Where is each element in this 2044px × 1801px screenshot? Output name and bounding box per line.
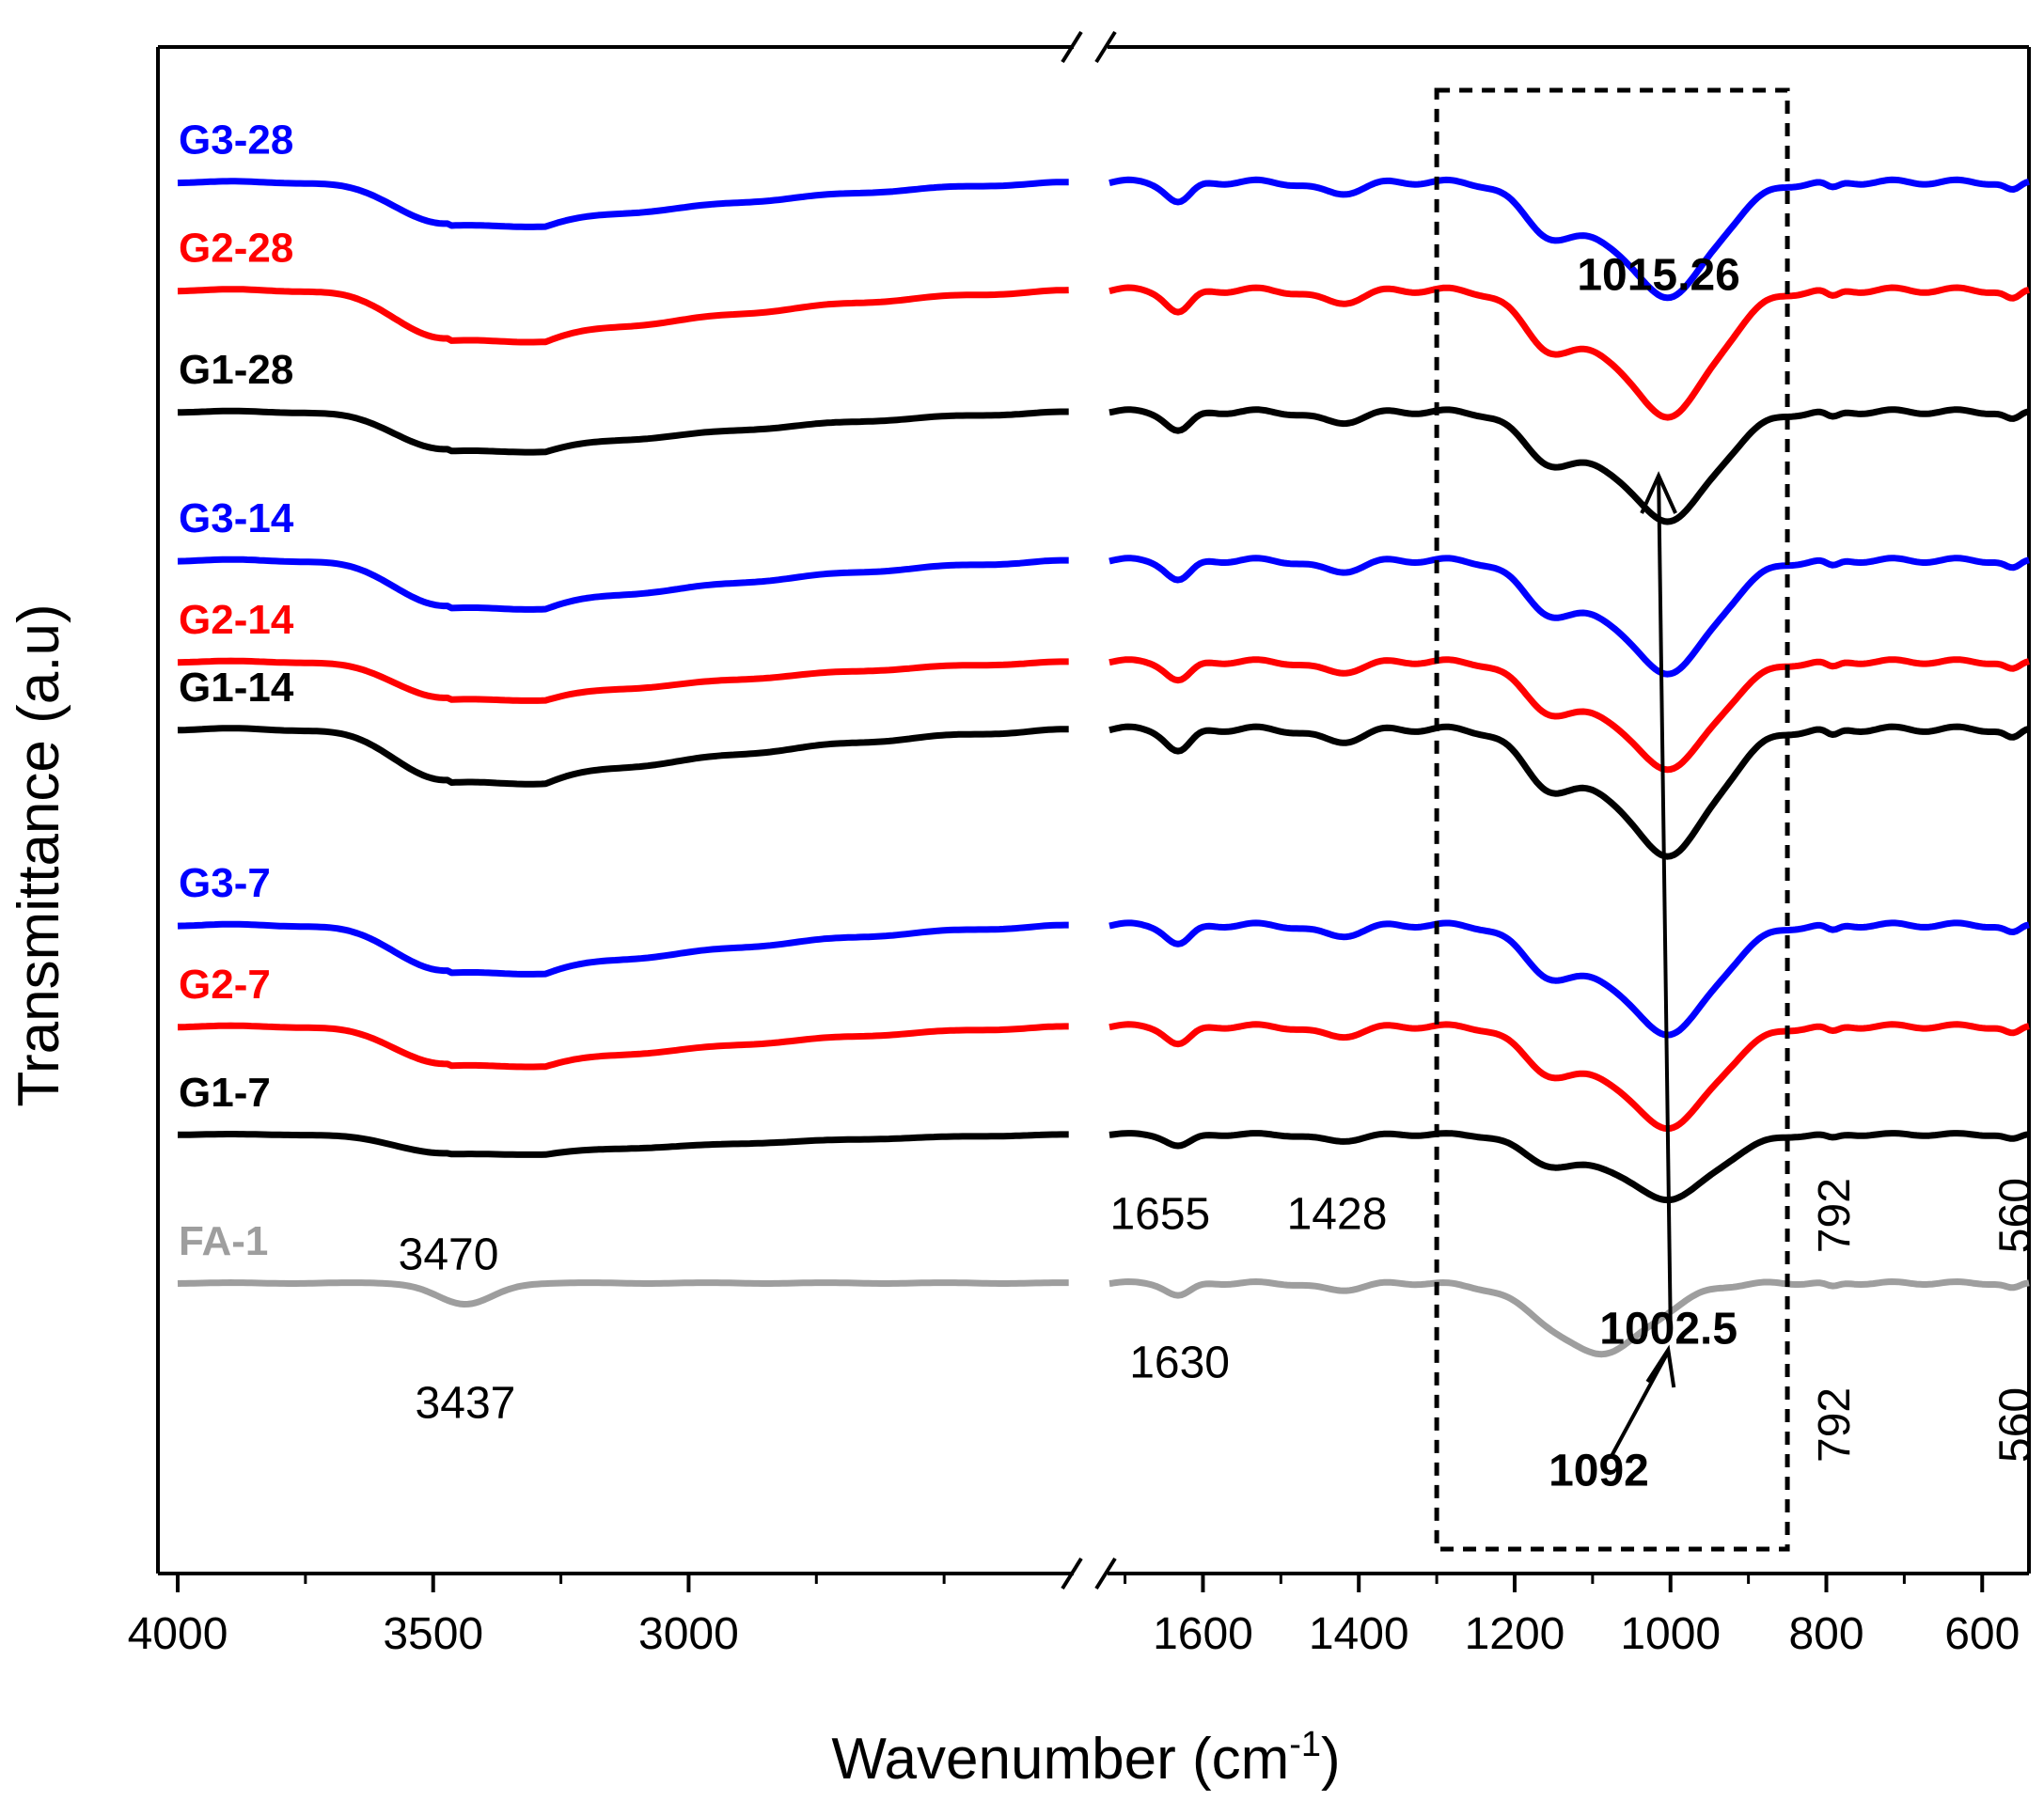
x-tick-label: 3500 — [383, 1609, 483, 1659]
series-line-g3-7-right — [1108, 919, 2030, 1039]
peak-annotation-9: 792 — [1810, 1387, 1860, 1463]
x-axis-title-close: ) — [1321, 1727, 1341, 1792]
x-axis-title: Wavenumber (cm-1) — [831, 1725, 1340, 1792]
peak-annotation-4: 1630 — [1129, 1339, 1230, 1388]
shift-arrow-1 — [1610, 1351, 1671, 1456]
series-line-g1-28-right — [1108, 406, 2030, 525]
axis-break-mark-top-2 — [1094, 30, 1117, 64]
x-tick-label: 1200 — [1465, 1609, 1565, 1659]
peak-annotation-3: 1428 — [1287, 1190, 1388, 1240]
peak-region-box — [1434, 87, 1790, 1552]
highlight-layer — [1434, 87, 1790, 1552]
plot-frame — [156, 30, 2031, 1590]
series-line-g3-14-right — [1108, 555, 2030, 678]
peak-annotation-0: 3470 — [399, 1230, 499, 1280]
series-label-g3-28: G3-28 — [179, 117, 293, 164]
peak-annotation-11: 560 — [1990, 1387, 2040, 1463]
series-label-g1-14: G1-14 — [179, 665, 294, 711]
x-tick-label: 4000 — [128, 1609, 228, 1659]
shift-arrowhead-2 — [1640, 471, 1677, 514]
series-line-g3-28-right — [1108, 176, 2030, 302]
series-label-g1-28: G1-28 — [179, 347, 293, 393]
series-label-g2-28: G2-28 — [179, 226, 293, 272]
peak-annotation-10: 560 — [1990, 1178, 2040, 1253]
series-line-g1-7-right — [1108, 1130, 2030, 1204]
series-line-g2-14-right — [1108, 656, 2030, 774]
x-axis: 4000 3500 3000 1600 1400 1200 1000 800 600 — [128, 1574, 2020, 1659]
shift-arrow-2 — [1657, 475, 1673, 1326]
series-line-g2-14-left — [177, 657, 1069, 704]
peak-annotation-8: 792 — [1810, 1178, 1860, 1253]
x-tick-label: 1000 — [1620, 1609, 1721, 1659]
series-label-g3-7: G3-7 — [179, 860, 271, 906]
x-tick-label: 1400 — [1309, 1609, 1409, 1659]
series-line-g1-14-left — [177, 725, 1069, 788]
series-label-g1-7: G1-7 — [179, 1070, 271, 1116]
series-line-g1-14-right — [1108, 723, 2031, 860]
peak-annotation-6: 1002.5 — [1599, 1305, 1737, 1355]
axis-break-mark-bottom-1 — [1061, 1557, 1083, 1590]
peak-annotation-2: 1655 — [1109, 1190, 1210, 1240]
x-tick-label: 800 — [1788, 1609, 1863, 1659]
x-tick-label: 1600 — [1153, 1609, 1253, 1659]
series-line-g2-7-right — [1108, 1021, 2030, 1133]
series-label-g2-7: G2-7 — [179, 962, 271, 1008]
series-label-layer: G3-28 G2-28 G1-28 G3-14 G2-14 G1-14 G3-7 G2-7 G1… — [179, 117, 294, 1264]
series-line-g3-7-left — [177, 920, 1069, 978]
x-tick-label: 600 — [1944, 1609, 2020, 1659]
axis-break-mark-top-1 — [1061, 30, 1083, 64]
peak-annotation-5: 1015.26 — [1577, 251, 1740, 301]
x-tick-label: 3000 — [638, 1609, 739, 1659]
series-layer — [177, 176, 2031, 1358]
series-line-fa-1-left — [177, 1279, 1069, 1308]
axis-break-mark-bottom-2 — [1094, 1557, 1117, 1590]
annotation-layer: 3470 3437 1655 1428 1630 1015.26 1002.5 1092 792… — [399, 251, 2041, 1496]
shift-arrowhead-1 — [1645, 1344, 1676, 1388]
series-line-g2-28-left — [177, 286, 1069, 346]
series-label-g3-14: G3-14 — [179, 495, 294, 541]
peak-annotation-7: 1092 — [1549, 1447, 1649, 1496]
series-line-g3-28-left — [177, 178, 1069, 230]
y-axis-title: Transmittance (a.u) — [7, 603, 71, 1106]
series-line-g3-14-left — [177, 556, 1069, 613]
series-line-g1-7-left — [178, 1131, 1069, 1158]
series-label-g2-14: G2-14 — [179, 597, 294, 643]
series-label-fa-1: FA-1 — [179, 1218, 268, 1264]
series-line-g1-28-left — [177, 407, 1069, 456]
x-axis-title-main: Wavenumber (cm — [831, 1727, 1289, 1792]
series-line-g2-7-left — [178, 1022, 1069, 1071]
series-line-g2-28-right — [1108, 284, 2030, 421]
x-axis-title-exponent: -1 — [1289, 1725, 1321, 1764]
series-line-fa-1-right — [1108, 1278, 2030, 1358]
peak-annotation-1: 3437 — [416, 1379, 516, 1429]
